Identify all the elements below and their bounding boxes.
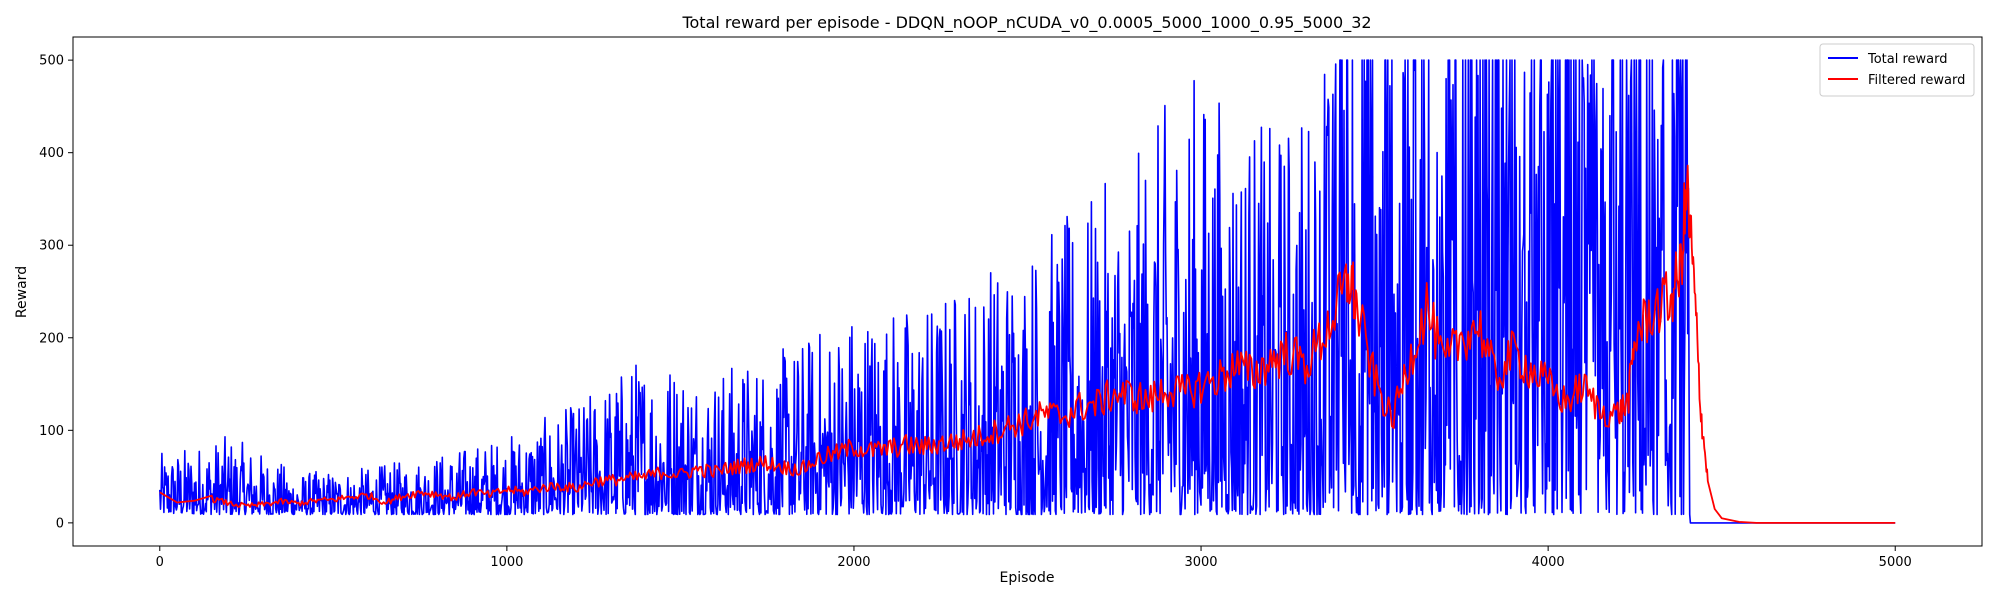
legend-label: Filtered reward: [1868, 73, 1965, 88]
x-tick-label: 3000: [1184, 555, 1217, 570]
x-axis-label: Episode: [1000, 570, 1055, 586]
y-axis: 0 100 200 300 400 500: [39, 54, 73, 531]
plot-area: [159, 59, 1896, 524]
x-tick-label: 4000: [1532, 555, 1565, 570]
y-tick-label: 400: [39, 146, 64, 161]
y-axis-label: Reward: [14, 266, 30, 318]
x-tick-label: 2000: [837, 555, 870, 570]
chart-title: Total reward per episode - DDQN_nOOP_nCU…: [681, 13, 1371, 33]
x-axis: 0 1000 2000 3000 4000 5000: [156, 546, 1912, 570]
series-total-reward-line: [159, 59, 1896, 524]
legend-label: Total reward: [1867, 52, 1948, 67]
y-tick-label: 300: [39, 239, 64, 254]
x-tick-label: 5000: [1879, 555, 1912, 570]
legend: Total reward Filtered reward: [1819, 43, 1975, 97]
y-tick-label: 0: [56, 516, 64, 531]
series-filtered-reward-line: [159, 164, 1896, 524]
y-tick-label: 200: [39, 331, 64, 346]
legend-box: [1819, 43, 1975, 97]
y-tick-label: 100: [39, 424, 64, 439]
x-tick-label: 1000: [490, 555, 523, 570]
plot-frame: [72, 36, 1983, 547]
x-tick-label: 0: [156, 555, 164, 570]
y-tick-label: 500: [39, 54, 64, 69]
